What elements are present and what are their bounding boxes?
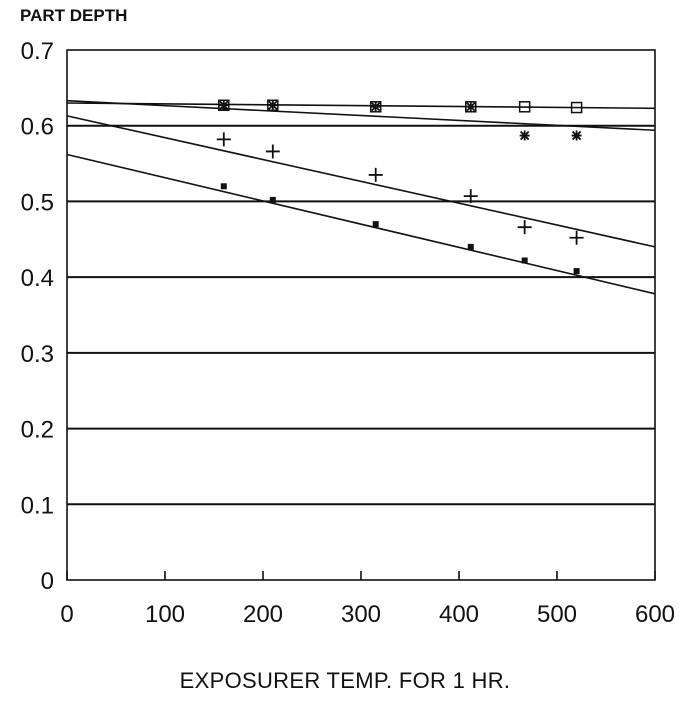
y-tick-label: 0.4 [21,265,54,292]
data-point-asterisk [571,130,582,141]
x-tick-label: 500 [537,601,577,628]
fit-line [66,99,656,132]
data-point-plus [216,132,231,147]
x-tick-label: 600 [635,601,675,628]
x-tick-label: 300 [341,601,381,628]
data-point-plus [517,220,532,235]
fit-line [66,102,656,110]
plot-frame [66,49,656,581]
data-point-filled-square [573,268,580,275]
x-tick-label: 400 [439,601,479,628]
y-tick-label: 0.1 [21,492,54,519]
y-axis-title: PART DEPTH [20,6,128,25]
y-tick-label: 0.2 [21,417,54,444]
data-point-filled-square [521,257,528,264]
data-point-filled-square [220,183,227,190]
fit-line [66,153,656,295]
y-tick-label: 0.5 [21,189,54,216]
x-axis-title: EXPOSURER TEMP. FOR 1 HR. [179,668,511,693]
data-point-asterisk [218,100,229,111]
data-point-square [570,101,583,114]
data-point-filled-square [467,243,474,250]
data-point-plus [463,189,478,204]
x-tick-label: 200 [243,601,283,628]
x-tick-label: 100 [145,601,185,628]
x-tick-label: 0 [60,601,73,628]
data-point-plus [368,167,383,182]
data-point-plus [265,144,280,159]
data-point-plus [569,230,584,245]
data-point-asterisk [519,130,530,141]
y-tick-label: 0.7 [21,38,54,65]
data-point-asterisk [465,101,476,112]
y-tick-label: 0.3 [21,341,54,368]
y-tick-label: 0.6 [21,114,54,141]
data-point-filled-square [269,196,276,203]
fit-line [66,115,656,248]
data-point-filled-square [372,221,379,228]
data-point-asterisk [370,101,381,112]
data-point-square [518,101,531,113]
y-tick-label: 0 [41,568,54,595]
data-point-asterisk [267,100,278,111]
